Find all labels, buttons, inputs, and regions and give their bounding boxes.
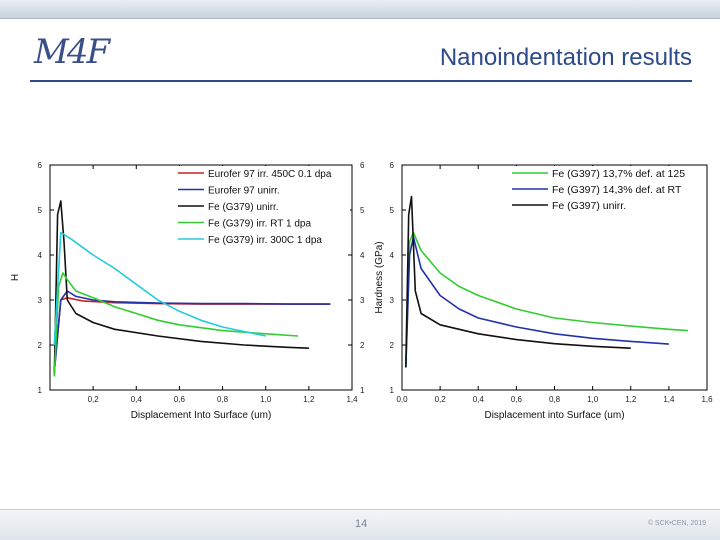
copyright-text: © SCK•CEN, 2019: [647, 520, 706, 527]
x-tick-label: 1,2: [303, 395, 315, 404]
x-tick-label: 1,4: [663, 395, 675, 404]
x-tick-label: 1,0: [587, 395, 599, 404]
y-tick-label: 2: [38, 341, 43, 350]
top-gradient-bar: [0, 0, 720, 19]
x-tick-label: 1,4: [346, 395, 358, 404]
series-line-5: [53, 231, 266, 346]
series-line-3: [405, 195, 631, 368]
legend: Eurofer 97 irr. 450C 0.1 dpa Eurofer 97 u…: [174, 166, 350, 255]
legend-box: [508, 166, 704, 220]
y-tick-label-right: 5: [360, 206, 365, 215]
y-axis-label: Hardness (GPa): [374, 241, 385, 313]
x-tick-label: 1,2: [625, 395, 637, 404]
y-tick-label-right: 4: [360, 251, 365, 260]
y-axis-label: H: [10, 274, 21, 281]
y-tick-label: 2: [390, 341, 395, 350]
y-tick-label-right: 3: [360, 296, 365, 305]
m4f-logo: M4F: [34, 32, 114, 82]
y-tick-label: 5: [38, 206, 43, 215]
x-tick-label: 0,8: [549, 395, 561, 404]
slide-footer: 14 © SCK•CEN, 2019: [0, 509, 720, 540]
x-tick-label: 0,0: [396, 395, 408, 404]
x-tick-label: 0,6: [174, 395, 186, 404]
slide-title: Nanoindentation results: [439, 44, 692, 71]
y-tick-label: 3: [38, 296, 43, 305]
x-tick-label: 1,0: [260, 395, 272, 404]
series-line-3: [53, 200, 309, 377]
y-tick-label-right: 1: [360, 386, 365, 395]
legend-entry: Eurofer 97 unirr.: [208, 186, 280, 197]
x-tick-label: 0,4: [131, 395, 143, 404]
x-tick-label: 0,2: [88, 395, 100, 404]
series-line-2: [53, 290, 331, 373]
legend-entry: Fe (G379) irr. RT 1 dpa: [208, 219, 311, 230]
x-axis-label: Displacement Into Surface (um): [131, 410, 272, 421]
y-tick-label: 1: [390, 386, 395, 395]
logo-text: M4F: [34, 32, 110, 72]
y-tick-label: 4: [390, 251, 395, 260]
legend-entry: Fe (G379) irr. 300C 1 dpa: [208, 235, 322, 246]
legend: Fe (G397) 13,7% def. at 125 Fe (G397) 14,…: [508, 166, 704, 220]
x-tick-label: 1,6: [701, 395, 713, 404]
y-tick-label: 6: [38, 161, 43, 170]
legend-entry: Fe (G397) unirr.: [552, 200, 626, 212]
y-tick-label-right: 2: [360, 341, 365, 350]
legend-entry: Fe (G379) unirr.: [208, 202, 279, 213]
legend-entry: Eurofer 97 irr. 450C 0.1 dpa: [208, 169, 332, 180]
series-line-4: [53, 272, 299, 377]
legend-entry: Fe (G397) 14,3% def. at RT: [552, 184, 682, 196]
y-tick-label: 6: [390, 161, 395, 170]
x-axis-label: Displacement into Surface (um): [484, 410, 624, 421]
y-tick-label: 3: [390, 296, 395, 305]
y-tick-label: 5: [390, 206, 395, 215]
right-hardness-chart: 1 2 3 4 5 6 0,0 0,2 0,4 0,6 0,8 1,0 1,2 1,4 1,6 Fe (G39…: [374, 161, 713, 421]
x-tick-label: 0,2: [435, 395, 447, 404]
page-number: 14: [355, 518, 368, 530]
left-hardness-chart: 1 1 2 2 3 3 4 4 5 5 6 6 0,2 0,4 0,6 0,8 1,0 1,2 1,4 Eurofer…: [10, 161, 365, 421]
y-tick-label: 4: [38, 251, 43, 260]
y-tick-label-right: 6: [360, 161, 365, 170]
title-underline: [30, 80, 692, 82]
y-tick-label: 1: [38, 386, 43, 395]
x-tick-label: 0,8: [217, 395, 229, 404]
x-tick-label: 0,4: [473, 395, 485, 404]
x-tick-label: 0,6: [511, 395, 523, 404]
legend-entry: Fe (G397) 13,7% def. at 125: [552, 168, 685, 180]
